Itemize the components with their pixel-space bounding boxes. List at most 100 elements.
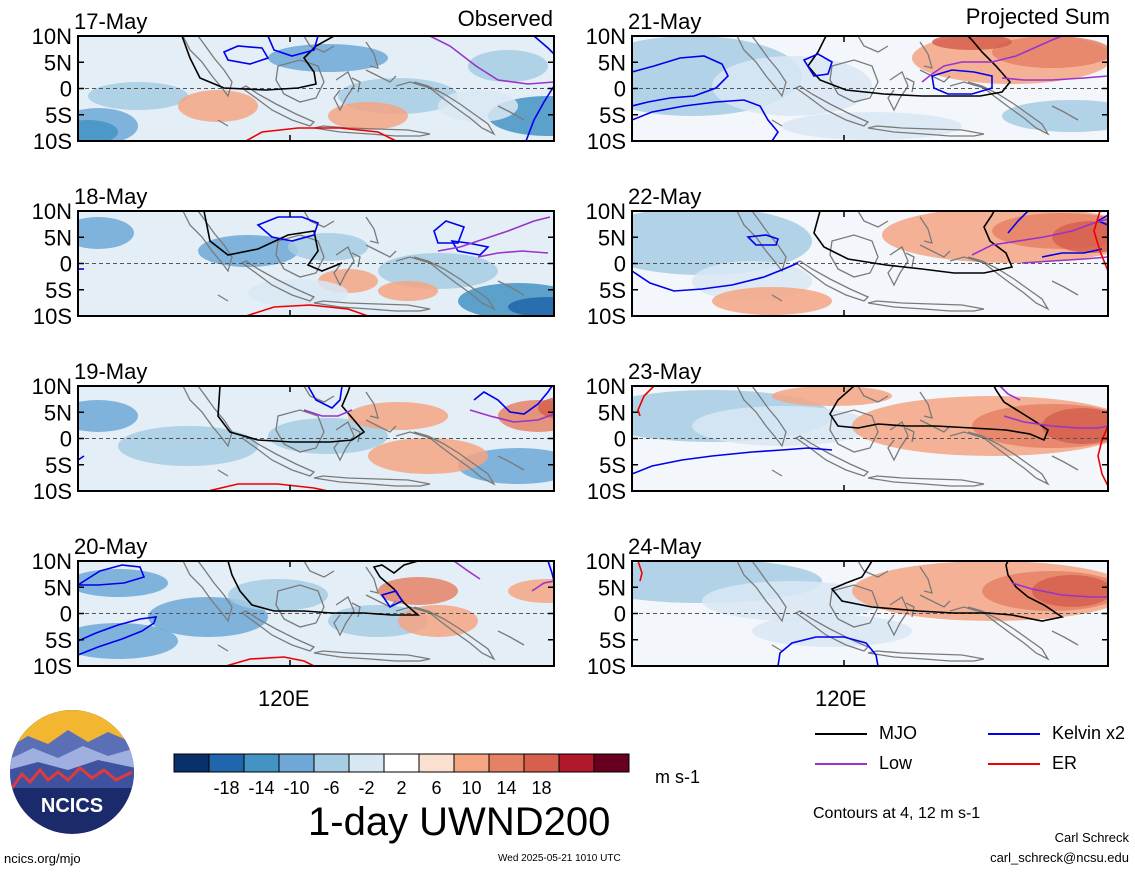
panel-date: 22-May bbox=[628, 184, 701, 209]
coastline bbox=[857, 386, 889, 403]
coastline bbox=[736, 211, 787, 273]
ytick-label: 5S bbox=[45, 103, 72, 128]
coastline bbox=[1051, 280, 1079, 296]
coastline bbox=[736, 386, 787, 448]
contour-mjo bbox=[227, 561, 421, 616]
coastline bbox=[240, 435, 316, 477]
colorbar-swatch bbox=[418, 753, 455, 773]
variable-title: 1-day UWND200 bbox=[308, 800, 611, 844]
colorbar-swatch bbox=[383, 753, 420, 773]
contour-kelvin-x2 bbox=[267, 36, 319, 57]
coastline bbox=[303, 36, 335, 53]
contour-mjo bbox=[203, 211, 343, 272]
shading-blob bbox=[752, 615, 912, 647]
colorbar-swatch bbox=[348, 753, 385, 773]
ytick-label: 0 bbox=[614, 252, 626, 277]
projected-label: Projected Sum bbox=[965, 4, 1110, 29]
colorbar-tick-label: -2 bbox=[358, 778, 374, 798]
shading-blob bbox=[508, 297, 554, 316]
colorbar-swatch bbox=[453, 753, 490, 773]
coastline bbox=[919, 566, 933, 594]
coastline bbox=[867, 650, 985, 662]
shading-blob bbox=[782, 112, 962, 140]
coastline bbox=[240, 260, 316, 302]
coastline bbox=[333, 421, 355, 462]
coastline bbox=[395, 431, 496, 486]
ytick-label: 5S bbox=[45, 453, 72, 478]
contour-kelvin-x2 bbox=[632, 447, 833, 475]
shading-blob bbox=[178, 90, 258, 122]
ytick-label: 10N bbox=[32, 549, 72, 574]
coastline bbox=[333, 71, 355, 112]
contour-mjo bbox=[806, 36, 1012, 97]
coastline bbox=[949, 256, 1050, 311]
contour-low bbox=[971, 218, 1108, 256]
xtick-left: 120E bbox=[258, 686, 310, 711]
coastline bbox=[1051, 630, 1079, 646]
contour-low bbox=[477, 250, 549, 258]
ytick-label: 5N bbox=[598, 50, 626, 75]
colorbar-swatch bbox=[243, 753, 280, 773]
coastline bbox=[1051, 455, 1079, 471]
ytick-label: 10N bbox=[586, 24, 626, 49]
observed-label: Observed bbox=[457, 6, 553, 31]
colorbar-tick-label: -18 bbox=[213, 778, 239, 798]
ytick-label: 0 bbox=[60, 252, 72, 277]
contour-er bbox=[245, 304, 369, 316]
ytick-label: 0 bbox=[614, 602, 626, 627]
coastline bbox=[497, 280, 525, 296]
shading-blob bbox=[78, 400, 138, 432]
colorbar-tick-label: 2 bbox=[396, 778, 406, 798]
coastline bbox=[182, 36, 233, 98]
contour-kelvin-x2 bbox=[473, 386, 553, 415]
colorbar-tick-label: -14 bbox=[248, 778, 274, 798]
shading-blob bbox=[268, 418, 388, 454]
coastline bbox=[949, 606, 1050, 661]
ytick-label: 10S bbox=[33, 304, 72, 329]
coastline bbox=[867, 475, 985, 487]
coastline bbox=[365, 41, 379, 69]
coastline bbox=[829, 584, 879, 628]
colorbar-swatch bbox=[523, 753, 560, 773]
panel-date: 17-May bbox=[74, 9, 147, 34]
ytick-label: 10N bbox=[586, 549, 626, 574]
shading-blob bbox=[78, 120, 118, 141]
ytick-label: 0 bbox=[60, 602, 72, 627]
coastline bbox=[887, 421, 909, 462]
shading-blob bbox=[248, 279, 348, 307]
shading-blob bbox=[702, 581, 882, 621]
legend-item-mjo: MJO bbox=[815, 723, 917, 744]
contour-mjo bbox=[181, 36, 335, 91]
coastline bbox=[365, 244, 397, 258]
coastline bbox=[497, 630, 525, 646]
contour-low bbox=[1003, 415, 1108, 429]
colorbar-swatch bbox=[208, 753, 245, 773]
coastline bbox=[182, 561, 233, 623]
xtick-right: 120E bbox=[815, 686, 867, 711]
coastline bbox=[867, 125, 985, 137]
ncics-logo: NCICS bbox=[8, 708, 136, 841]
coastline bbox=[240, 610, 316, 652]
ytick-label: 10S bbox=[33, 479, 72, 504]
ytick-label: 0 bbox=[614, 427, 626, 452]
contour-low bbox=[469, 409, 554, 423]
coastline bbox=[365, 69, 397, 83]
ytick-label: 5S bbox=[599, 628, 626, 653]
contour-mjo bbox=[830, 561, 1065, 622]
colorbar-tick-label: 18 bbox=[531, 778, 551, 798]
colorbar-swatch bbox=[173, 753, 210, 773]
legend-line bbox=[988, 732, 1040, 735]
contour-kelvin-x2 bbox=[632, 55, 729, 107]
panel-date: 20-May bbox=[74, 534, 147, 559]
coastline bbox=[365, 391, 379, 419]
contour-mjo bbox=[217, 386, 366, 443]
contour-kelvin-x2 bbox=[632, 99, 779, 141]
coastline bbox=[333, 596, 355, 637]
